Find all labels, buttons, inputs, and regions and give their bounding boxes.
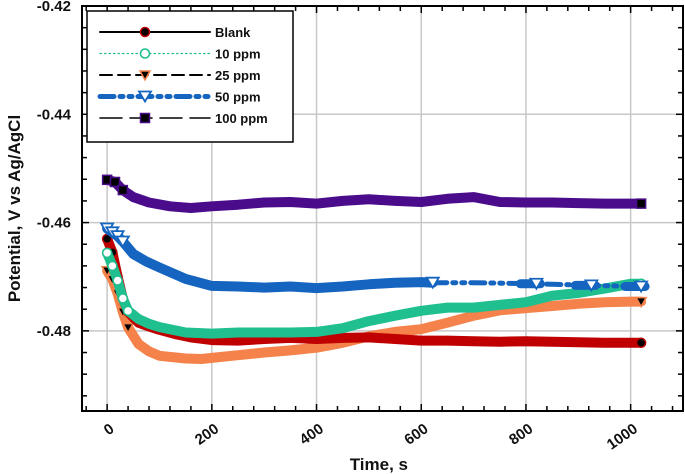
x-axis-title: Time, s bbox=[350, 455, 408, 474]
legend-label: 100 ppm bbox=[215, 111, 268, 126]
legend-label: 25 ppm bbox=[215, 68, 261, 83]
legend-label: 50 ppm bbox=[215, 90, 261, 105]
legend-marker bbox=[137, 90, 153, 104]
data-point-end bbox=[635, 337, 647, 349]
data-point-end bbox=[634, 296, 648, 309]
data-point bbox=[121, 322, 135, 335]
data-point bbox=[107, 260, 118, 272]
series-line bbox=[102, 265, 647, 364]
data-point bbox=[109, 176, 121, 188]
legend-label: 10 ppm bbox=[215, 47, 261, 62]
legend-marker bbox=[139, 112, 151, 124]
series-layer bbox=[99, 174, 650, 364]
x-tick-label: 1000 bbox=[604, 420, 641, 453]
data-point bbox=[101, 247, 113, 259]
data-point bbox=[117, 184, 129, 196]
legend-marker bbox=[139, 26, 151, 38]
y-tick-label: -0.46 bbox=[37, 215, 71, 232]
series-50-ppm bbox=[99, 222, 650, 294]
series-line bbox=[102, 223, 438, 294]
axis-ticks bbox=[82, 5, 683, 411]
data-point bbox=[117, 293, 129, 304]
series-10-ppm bbox=[101, 247, 647, 339]
x-tick-label: 800 bbox=[506, 420, 536, 448]
data-point-end bbox=[635, 198, 647, 209]
y-tick-label: -0.44 bbox=[37, 106, 72, 123]
data-point bbox=[583, 279, 599, 293]
legend: Blank 10 ppm 25 ppm 50 ppm 100 ppm bbox=[86, 10, 294, 143]
legend-marker bbox=[139, 48, 151, 59]
series-line bbox=[102, 247, 647, 339]
series-100-ppm bbox=[101, 174, 647, 213]
y-axis-title: Potential, V vs Ag/AgCl bbox=[5, 115, 24, 302]
data-point bbox=[112, 275, 123, 286]
x-tick-label: 600 bbox=[401, 420, 431, 448]
data-point bbox=[122, 305, 134, 317]
y-tick-labels: -0.42 -0.44 -0.46 -0.48 bbox=[37, 0, 72, 340]
legend-marker bbox=[138, 70, 152, 82]
data-point bbox=[633, 280, 649, 294]
x-tick-label: 200 bbox=[192, 420, 222, 448]
data-point bbox=[528, 277, 545, 291]
x-tick-label: 0 bbox=[101, 420, 118, 439]
series-line bbox=[102, 174, 647, 213]
y-tick-label: -0.48 bbox=[37, 323, 71, 340]
x-tick-labels: 0 200 400 600 800 1000 bbox=[101, 420, 641, 453]
data-point bbox=[425, 276, 441, 290]
x-tick-label: 400 bbox=[297, 420, 327, 448]
y-tick-label: -0.42 bbox=[37, 0, 71, 15]
legend-label: Blank bbox=[215, 25, 251, 40]
plot-frame bbox=[81, 5, 684, 412]
data-point bbox=[115, 235, 131, 249]
